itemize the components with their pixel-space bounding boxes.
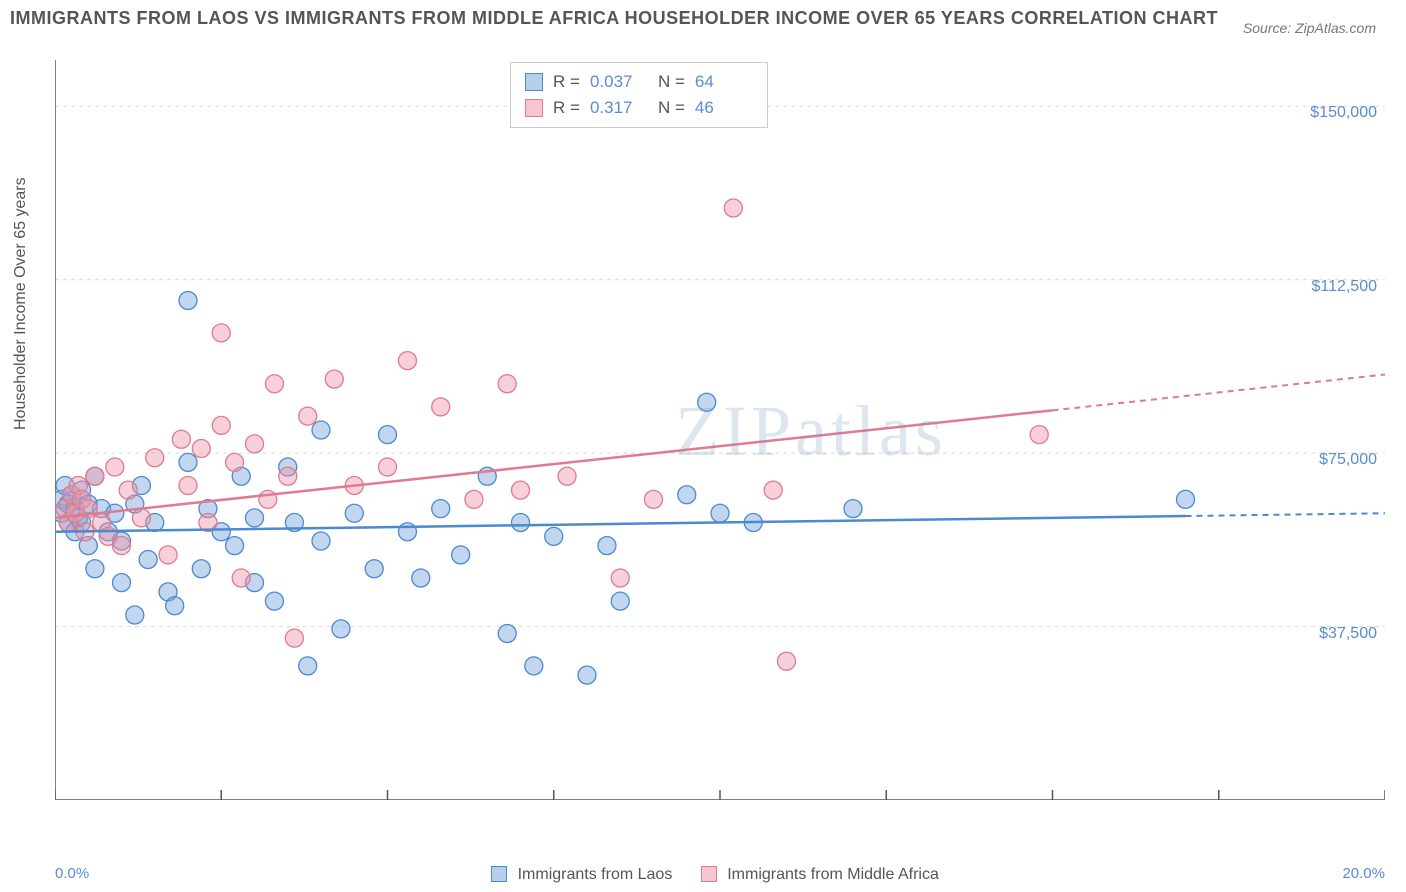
- n-label: N =: [658, 95, 685, 121]
- r-label: R =: [553, 95, 580, 121]
- y-tick-label: $75,000: [1277, 451, 1377, 469]
- y-tick-label: $37,500: [1277, 625, 1377, 643]
- r-value-laos: 0.037: [590, 69, 648, 95]
- legend-label-midafrica: Immigrants from Middle Africa: [727, 866, 939, 883]
- legend-label-laos: Immigrants from Laos: [518, 866, 673, 883]
- r-value-midafrica: 0.317: [590, 95, 648, 121]
- scatter-plot-svg: [55, 60, 1385, 800]
- y-tick-label: $150,000: [1277, 104, 1377, 122]
- n-label: N =: [658, 69, 685, 95]
- header: IMMIGRANTS FROM LAOS VS IMMIGRANTS FROM …: [10, 8, 1396, 38]
- stats-row-laos: R = 0.037 N = 64: [525, 69, 753, 95]
- swatch-laos-icon: [491, 866, 507, 882]
- y-axis-title: Householder Income Over 65 years: [12, 177, 30, 430]
- swatch-midafrica: [525, 99, 543, 117]
- source-attribution: Source: ZipAtlas.com: [1243, 20, 1376, 36]
- n-value-midafrica: 46: [695, 95, 753, 121]
- stats-legend: R = 0.037 N = 64 R = 0.317 N = 46: [510, 62, 768, 128]
- bottom-legend: Immigrants from Laos Immigrants from Mid…: [0, 866, 1406, 884]
- stats-row-midafrica: R = 0.317 N = 46: [525, 95, 753, 121]
- chart-title: IMMIGRANTS FROM LAOS VS IMMIGRANTS FROM …: [10, 8, 1218, 28]
- y-tick-label: $112,500: [1277, 278, 1377, 296]
- plot-area: R = 0.037 N = 64 R = 0.317 N = 46 $37,50…: [55, 60, 1385, 800]
- swatch-laos: [525, 73, 543, 91]
- r-label: R =: [553, 69, 580, 95]
- chart-container: IMMIGRANTS FROM LAOS VS IMMIGRANTS FROM …: [0, 0, 1406, 892]
- swatch-midafrica-icon: [701, 866, 717, 882]
- n-value-laos: 64: [695, 69, 753, 95]
